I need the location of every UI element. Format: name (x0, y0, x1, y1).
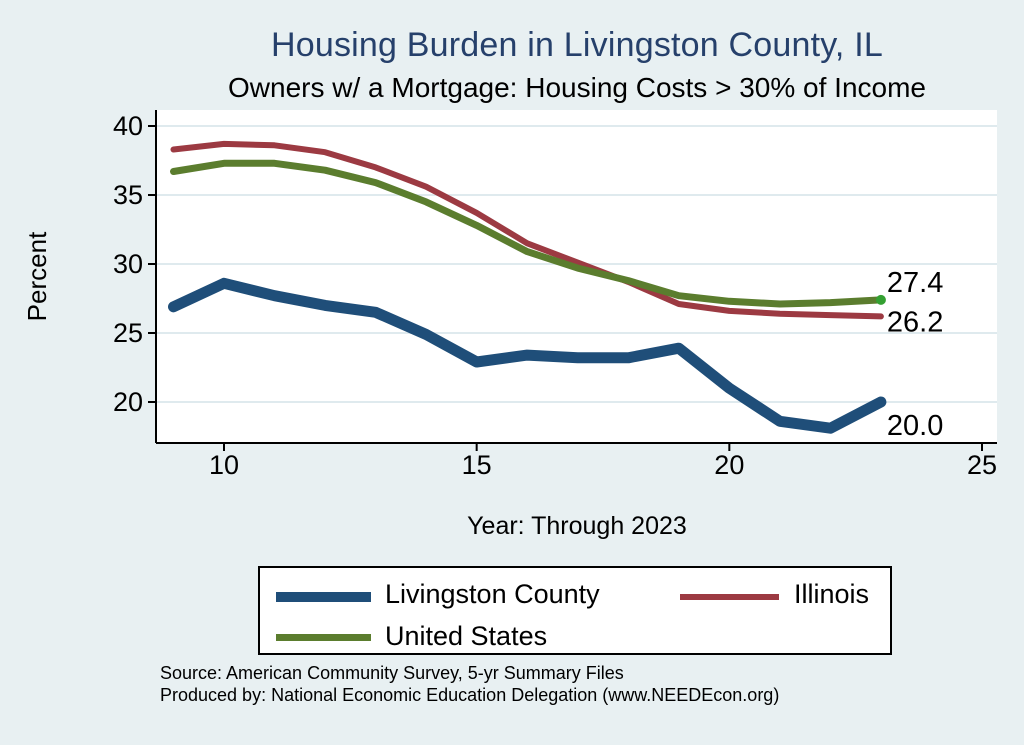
legend-swatch-united-states (276, 634, 371, 641)
plot-area (156, 110, 997, 443)
chart-title: Housing Burden in Livingston County, IL (271, 26, 883, 64)
x-tick-label: 20 (714, 450, 744, 480)
series-line-livingston-county (168, 277, 887, 434)
y-tick-label: 30 (113, 249, 143, 279)
legend-swatch-livingston-county (276, 592, 371, 602)
end-value-label: 20.0 (887, 410, 943, 442)
legend-label-livingston-county: Livingston County (385, 579, 600, 609)
y-tick-label: 20 (113, 387, 143, 417)
y-tick-label: 40 (113, 111, 143, 141)
source-line-2: Produced by: National Economic Education… (160, 685, 780, 705)
x-axis-title: Year: Through 2023 (467, 512, 687, 540)
legend-swatch-illinois (680, 594, 779, 600)
y-axis-title: Percent (22, 231, 52, 321)
source-note: Source: American Community Survey, 5-yr … (160, 662, 980, 706)
source-line-1: Source: American Community Survey, 5-yr … (160, 663, 624, 683)
chart-subtitle: Owners w/ a Mortgage: Housing Costs > 30… (228, 72, 926, 103)
series-line-illinois (170, 140, 884, 320)
end-value-label: 26.2 (887, 306, 943, 338)
legend-label-illinois: Illinois (794, 579, 870, 609)
y-tick-label: 25 (113, 318, 143, 348)
x-tick-label: 10 (209, 450, 239, 480)
y-tick-label: 35 (113, 180, 143, 210)
series-line-united-states (170, 159, 885, 308)
legend-box: Livingston County Illinois United States (258, 566, 892, 655)
legend-label-united-states: United States (385, 621, 548, 651)
line-chart: 20 25 30 35 40 10 15 20 25 Percent 20.0 26.2 27.4 (22, 110, 997, 480)
x-tick-label: 25 (967, 450, 997, 480)
x-tick-label: 15 (462, 450, 492, 480)
end-value-label: 27.4 (887, 267, 943, 299)
series-end-dot (875, 294, 886, 305)
